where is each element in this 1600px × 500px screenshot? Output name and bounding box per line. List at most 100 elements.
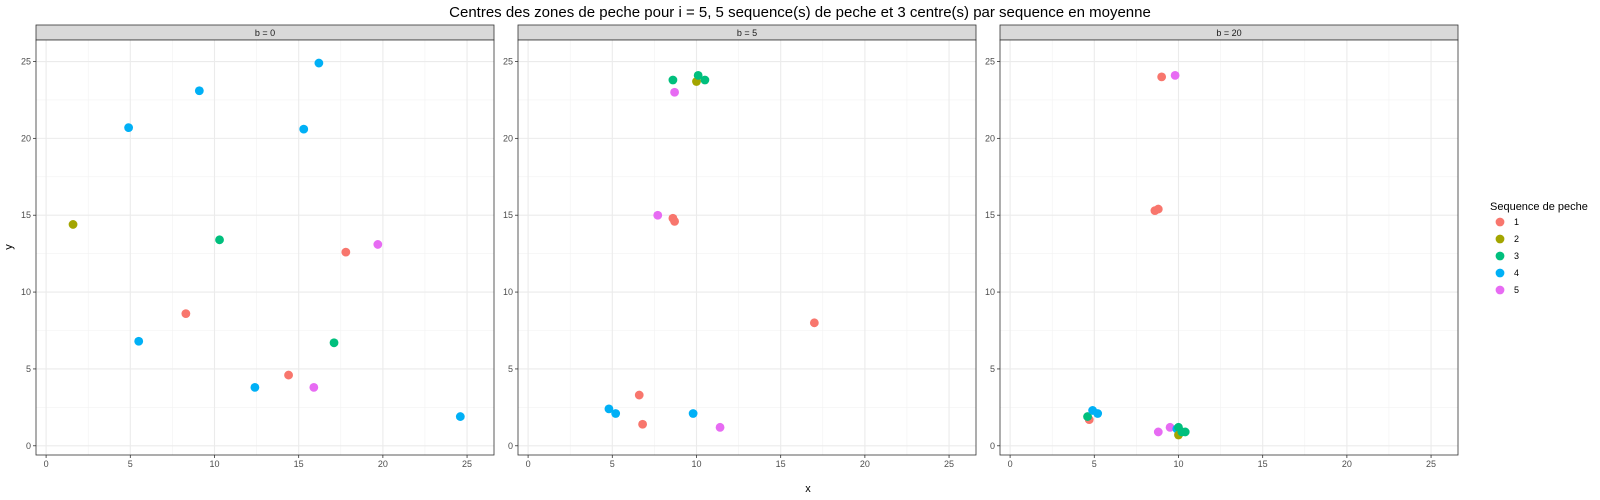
facet-strip-label: b = 20: [1216, 28, 1241, 38]
data-point: [309, 382, 319, 392]
y-tick-label: 5: [26, 364, 31, 374]
x-tick-label: 5: [128, 459, 133, 469]
y-tick-label: 5: [990, 364, 995, 374]
data-point: [1093, 409, 1103, 418]
data-point: [250, 382, 260, 392]
legend-key: [1495, 285, 1505, 295]
legend: Sequence de peche 1 2 3 4 5: [1490, 201, 1588, 295]
x-tick-label: 25: [462, 459, 472, 469]
x-tick-label: 25: [1426, 459, 1436, 469]
x-axis-title: x: [805, 483, 811, 495]
panel-border: [999, 39, 1459, 456]
x-tick-label: 20: [378, 459, 388, 469]
y-tick-label: 25: [21, 57, 31, 67]
x-tick-label: 10: [1173, 459, 1183, 469]
data-point: [715, 422, 725, 432]
x-tick-label: 10: [209, 459, 219, 469]
legend-label: 3: [1514, 251, 1519, 261]
data-point: [329, 338, 339, 348]
data-point: [181, 309, 191, 318]
panel-border: [35, 39, 495, 456]
facet-strip-label: b = 5: [737, 28, 757, 38]
legend-items: 1 2 3 4 5: [1495, 217, 1519, 295]
x-tick-label: 20: [860, 459, 870, 469]
data-point: [194, 86, 204, 96]
legend-label: 4: [1514, 268, 1519, 278]
legend-title: Sequence de peche: [1490, 201, 1588, 213]
data-point: [1170, 70, 1180, 80]
data-point: [638, 419, 648, 429]
data-point: [1153, 204, 1163, 214]
data-point: [134, 336, 144, 346]
data-point: [373, 240, 383, 249]
panels-layer: b = 0 0 5 10 15 20 25 0 5 10 15 20 25 b = 5 0 5 10 15 20 25…: [21, 24, 1459, 469]
y-tick-label: 25: [985, 57, 995, 67]
data-point: [68, 220, 78, 229]
y-tick-label: 0: [508, 441, 513, 451]
legend-label: 2: [1514, 234, 1519, 244]
data-point: [653, 210, 663, 220]
y-tick-label: 10: [503, 287, 513, 297]
data-point: [215, 235, 224, 245]
data-point: [1153, 427, 1163, 437]
data-point: [688, 409, 698, 418]
chart-title: Centres des zones de peche pour i = 5, 5…: [449, 4, 1151, 21]
y-tick-label: 15: [21, 210, 31, 220]
legend-label: 5: [1514, 285, 1519, 295]
data-point: [1083, 412, 1092, 421]
x-tick-label: 0: [526, 459, 531, 469]
plot-background: [1000, 40, 1458, 455]
data-point: [670, 87, 679, 97]
panel-border: [517, 39, 977, 456]
x-tick-label: 15: [294, 459, 304, 469]
data-point: [634, 390, 644, 400]
data-point: [700, 75, 710, 85]
legend-item: 1: [1495, 217, 1519, 227]
y-tick-label: 0: [990, 441, 995, 451]
x-tick-label: 0: [44, 459, 49, 469]
y-tick-label: 0: [26, 441, 31, 451]
data-point: [1180, 427, 1190, 437]
plot-background: [518, 40, 976, 455]
y-axis-title: y: [3, 244, 15, 250]
y-tick-label: 15: [503, 210, 513, 220]
y-tick-label: 10: [985, 287, 995, 297]
data-point: [604, 404, 614, 414]
legend-label: 1: [1514, 217, 1519, 227]
x-tick-label: 20: [1342, 459, 1352, 469]
x-tick-label: 5: [610, 459, 615, 469]
legend-item: 3: [1495, 251, 1519, 261]
y-tick-label: 5: [508, 364, 513, 374]
x-tick-label: 15: [776, 459, 786, 469]
x-tick-label: 5: [1092, 459, 1097, 469]
y-tick-label: 10: [21, 287, 31, 297]
legend-key: [1495, 234, 1505, 244]
legend-item: 4: [1495, 268, 1519, 278]
data-point: [670, 216, 679, 226]
x-tick-label: 0: [1008, 459, 1013, 469]
x-tick-label: 15: [1258, 459, 1268, 469]
legend-item: 5: [1495, 285, 1519, 295]
facet-panel: b = 5 0 5 10 15 20 25 0 5 10 15 20 25: [503, 24, 977, 469]
data-point: [693, 70, 703, 80]
data-point: [668, 75, 678, 85]
data-point: [1165, 422, 1175, 432]
plot-background: [36, 40, 494, 455]
x-tick-label: 25: [944, 459, 954, 469]
data-point: [341, 247, 351, 257]
data-point: [284, 370, 293, 380]
data-point: [455, 412, 465, 421]
data-point: [124, 123, 134, 133]
y-tick-label: 20: [21, 133, 31, 143]
y-tick-label: 20: [985, 133, 995, 143]
legend-key: [1495, 268, 1505, 278]
legend-key: [1495, 251, 1505, 261]
facet-panel: b = 0 0 5 10 15 20 25 0 5 10 15 20 25: [21, 24, 495, 469]
facet-strip-label: b = 0: [255, 28, 275, 38]
legend-key: [1495, 217, 1505, 227]
y-tick-label: 20: [503, 133, 513, 143]
data-point: [611, 409, 621, 418]
facet-panel: b = 20 0 5 10 15 20 25 0 5 10 15 20 25: [985, 24, 1459, 469]
data-point: [314, 58, 324, 68]
